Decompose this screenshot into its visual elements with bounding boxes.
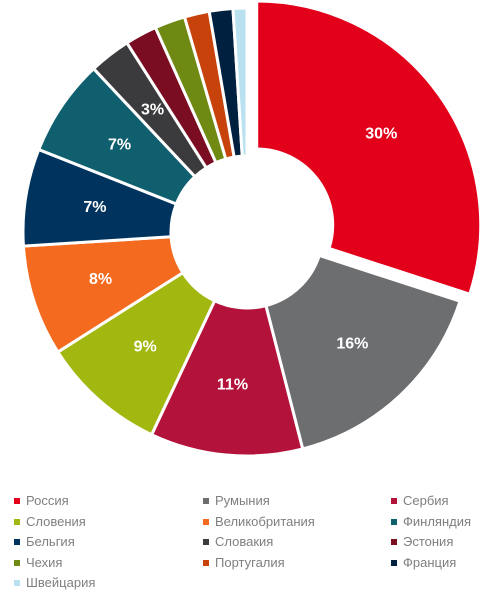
legend-item: Эстония bbox=[391, 533, 453, 551]
legend-marker bbox=[391, 518, 397, 525]
donut-chart: 30% 16% 11% 9% 8% 7% 7% 3% bbox=[21, 0, 483, 458]
legend-marker bbox=[14, 538, 20, 545]
legend-item: Швейцария bbox=[14, 574, 95, 592]
legend-marker bbox=[14, 518, 20, 525]
slice-label-3: 11% bbox=[217, 377, 248, 394]
legend-label: Россия bbox=[26, 493, 69, 508]
legend-item: Словения bbox=[14, 513, 86, 531]
legend-item: Португалия bbox=[203, 554, 285, 572]
legend-marker bbox=[14, 497, 20, 504]
legend-label: Словения bbox=[26, 514, 86, 529]
legend-item: Россия bbox=[14, 492, 69, 510]
legend-marker bbox=[391, 538, 397, 545]
labels-group: 30% 16% 11% 9% 8% 7% 7% 3% bbox=[83, 102, 397, 394]
legend-label: Словакия bbox=[215, 534, 274, 549]
legend-label: Румыния bbox=[215, 493, 270, 508]
legend-marker bbox=[203, 518, 209, 525]
legend-label: Бельгия bbox=[26, 534, 75, 549]
legend-marker bbox=[203, 497, 209, 504]
legend-label: Сербия bbox=[403, 493, 449, 508]
legend-marker bbox=[203, 538, 209, 545]
legend-label: Финляндия bbox=[403, 514, 472, 529]
slice-label-7: 7% bbox=[108, 137, 131, 154]
legend-item: Финляндия bbox=[391, 513, 471, 531]
legend-item: Великобритания bbox=[203, 513, 315, 531]
slice-label-2: 16% bbox=[336, 336, 368, 353]
legend-label: Португалия bbox=[215, 555, 285, 570]
slice-2 bbox=[264, 253, 462, 451]
legend-label: Эстония bbox=[403, 534, 454, 549]
legend-item: Чехия bbox=[14, 554, 62, 572]
legend-marker bbox=[391, 497, 397, 504]
legend-label: Швейцария bbox=[26, 575, 96, 590]
slice-label-1: 30% bbox=[365, 126, 397, 143]
legend-label: Франция bbox=[403, 555, 457, 570]
slice-label-5: 8% bbox=[89, 271, 112, 288]
legend-item: Словакия bbox=[203, 533, 273, 551]
legend: Россия Румыния Сербия Словения Великобритани… bbox=[0, 492, 493, 601]
slices-group bbox=[21, 0, 483, 458]
slice-13 bbox=[231, 6, 249, 158]
slice-label-4: 9% bbox=[134, 339, 157, 356]
slice-1 bbox=[255, 0, 483, 297]
legend-marker bbox=[391, 559, 397, 566]
legend-item: Румыния bbox=[203, 492, 270, 510]
legend-marker bbox=[14, 559, 20, 566]
legend-item: Бельгия bbox=[14, 533, 75, 551]
legend-marker bbox=[203, 559, 209, 566]
slice-3 bbox=[149, 298, 305, 458]
legend-label: Великобритания bbox=[215, 514, 315, 529]
legend-item: Франция bbox=[391, 554, 456, 572]
slice-4 bbox=[55, 270, 217, 437]
legend-item: Сербия bbox=[391, 492, 449, 510]
legend-label: Чехия bbox=[26, 555, 63, 570]
slice-label-8: 3% bbox=[141, 102, 164, 119]
legend-marker bbox=[14, 579, 20, 586]
slice-label-6: 7% bbox=[83, 199, 106, 216]
